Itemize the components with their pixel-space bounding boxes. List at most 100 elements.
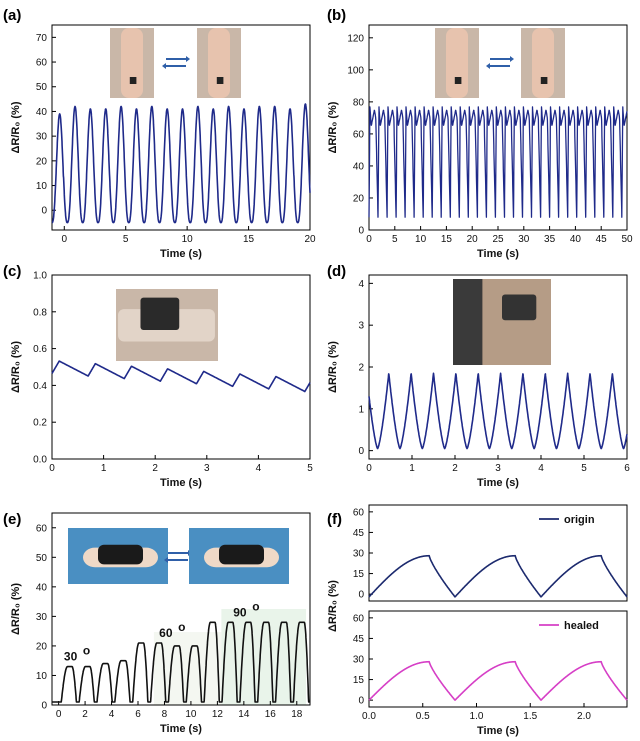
panel-f_top-ytick-label: 60 (353, 507, 365, 518)
inset-d-photo-hair (453, 279, 483, 365)
panel-c-xtick-label: 2 (152, 463, 158, 474)
panel-e-xtick-label: 16 (265, 709, 277, 720)
inset-b-photo-2 (521, 28, 565, 98)
series-line-e (51, 621, 311, 703)
panel-e-ytick-label: 20 (36, 641, 48, 652)
panel-c-ytick-label: 0.6 (33, 344, 47, 355)
panel-d-xtick-label: 5 (581, 463, 587, 474)
panel-label-f: (f) (327, 511, 342, 528)
panel-d-xtick-label: 4 (538, 463, 544, 474)
panel-e-frame (51, 512, 311, 706)
panel-a-frame (51, 24, 311, 231)
panel-b-xtick-label: 20 (467, 234, 479, 245)
ylabel-f: ΔR/R₀ (%) (327, 580, 339, 632)
legend-label-f_top: origin (564, 514, 595, 526)
inset-b-arrows-right-head (510, 56, 514, 62)
panel-d-xtick-label: 2 (452, 463, 458, 474)
annotation-sup-e-2: o (252, 599, 259, 613)
panel-d-ytick-label: 1 (358, 404, 364, 415)
panel-d-xtick-label: 3 (495, 463, 501, 474)
panel-a-ytick-label: 0 (41, 206, 47, 217)
xlabel-b: Time (s) (477, 248, 519, 260)
panel-b-xtick-label: 10 (415, 234, 427, 245)
panel-b-ytick-label: 100 (347, 65, 364, 76)
panel-f_bottom-xtick-label: 2.0 (577, 711, 591, 722)
panel-c-xtick-label: 4 (256, 463, 262, 474)
panel-d-ytick-label: 2 (358, 363, 364, 374)
panel-f_bottom-xtick-label: 0.0 (362, 711, 376, 722)
series-line-d (368, 372, 628, 450)
panel-f_bottom-xtick-label: 1.5 (523, 711, 537, 722)
inset-b-arrows-left-head (486, 63, 490, 69)
panel-e-ytick-label: 40 (36, 582, 48, 593)
inset-a-photo-1-skin (121, 28, 143, 98)
series-line-c (51, 360, 311, 393)
inset-e-photo-2-sensor (219, 544, 264, 565)
panel-e-xtick-label: 6 (135, 709, 141, 720)
panel-c-ytick-label: 1.0 (33, 271, 47, 282)
panel-a-ytick-label: 20 (36, 156, 48, 167)
series-line-b (368, 106, 628, 218)
xlabel-a: Time (s) (160, 248, 202, 260)
panel-a-ytick-label: 10 (36, 181, 48, 192)
panel-a-xtick-label: 0 (62, 234, 68, 245)
inset-e-photo-1-sensor (98, 544, 143, 565)
inset-b-arrows (486, 56, 514, 69)
panel-e-xtick-label: 0 (56, 709, 62, 720)
panel-b-xtick-label: 35 (544, 234, 556, 245)
panel-d-ytick-label: 0 (358, 446, 364, 457)
panel-c-ytick-label: 0.2 (33, 418, 47, 429)
panel-d-xtick-label: 0 (366, 463, 372, 474)
panel-label-d: (d) (327, 263, 346, 280)
inset-b-photo-1-skin (446, 28, 468, 98)
inset-a-photo-2-skin (208, 28, 230, 98)
panel-b-xtick-label: 0 (366, 234, 372, 245)
inset-e-photo-2 (189, 528, 289, 584)
panel-f_bottom-ytick-label: 30 (353, 655, 365, 666)
series-line-a (51, 103, 311, 224)
annotation-e-2: 90 (233, 605, 247, 619)
panel-e-xtick-label: 12 (212, 709, 224, 720)
inset-e-photo-1 (68, 528, 168, 584)
annotation-sup-e-0: o (83, 644, 90, 658)
panel-b-ytick-label: 40 (353, 161, 365, 172)
xlabel-f: Time (s) (477, 725, 519, 737)
panel-a-xtick-label: 10 (182, 234, 194, 245)
panel-e-ytick-label: 60 (36, 523, 48, 534)
series-line-f_top (368, 554, 628, 598)
panel-c-xtick-label: 1 (101, 463, 107, 474)
panel-label-a: (a) (3, 7, 21, 24)
panel-e-ytick-label: 10 (36, 671, 48, 682)
panel-e-xtick-label: 14 (238, 709, 250, 720)
inset-c-photo-sensor (140, 297, 180, 331)
panel-e-ytick-label: 0 (41, 701, 47, 712)
panel-e-xtick-label: 18 (291, 709, 303, 720)
panel-b-frame (368, 24, 628, 231)
inset-d-photo (453, 279, 551, 365)
panel-b-ytick-label: 120 (347, 33, 364, 44)
inset-b-photo-1 (435, 28, 479, 98)
panel-a-xtick-label: 5 (123, 234, 129, 245)
panel-f_bottom-xtick-label: 0.5 (416, 711, 430, 722)
panel-e-ytick-label: 30 (36, 612, 48, 623)
panel-d-ytick-label: 4 (358, 279, 364, 290)
panel-e-xtick-label: 4 (109, 709, 115, 720)
ylabel-d: ΔR/R₀ (%) (327, 341, 339, 393)
inset-d-photo-sensor (502, 294, 537, 321)
panel-label-c: (c) (3, 263, 21, 280)
panel-c-xtick-label: 0 (49, 463, 55, 474)
panel-label-e: (e) (3, 511, 21, 528)
panel-b-ytick-label: 80 (353, 97, 365, 108)
xlabel-c: Time (s) (160, 477, 202, 489)
panel-e-xtick-label: 8 (162, 709, 168, 720)
panel-c-xtick-label: 3 (204, 463, 210, 474)
panel-b-ytick-label: 60 (353, 129, 365, 140)
panel-a-ytick-label: 50 (36, 82, 48, 93)
annotation-e-1: 60 (159, 626, 173, 640)
inset-a-arrows-right-head (186, 56, 190, 62)
panel-label-b: (b) (327, 7, 346, 24)
panel-b-ytick-label: 20 (353, 193, 365, 204)
panel-f_top-ytick-label: 45 (353, 528, 365, 539)
panel-a-xtick-label: 20 (304, 234, 316, 245)
